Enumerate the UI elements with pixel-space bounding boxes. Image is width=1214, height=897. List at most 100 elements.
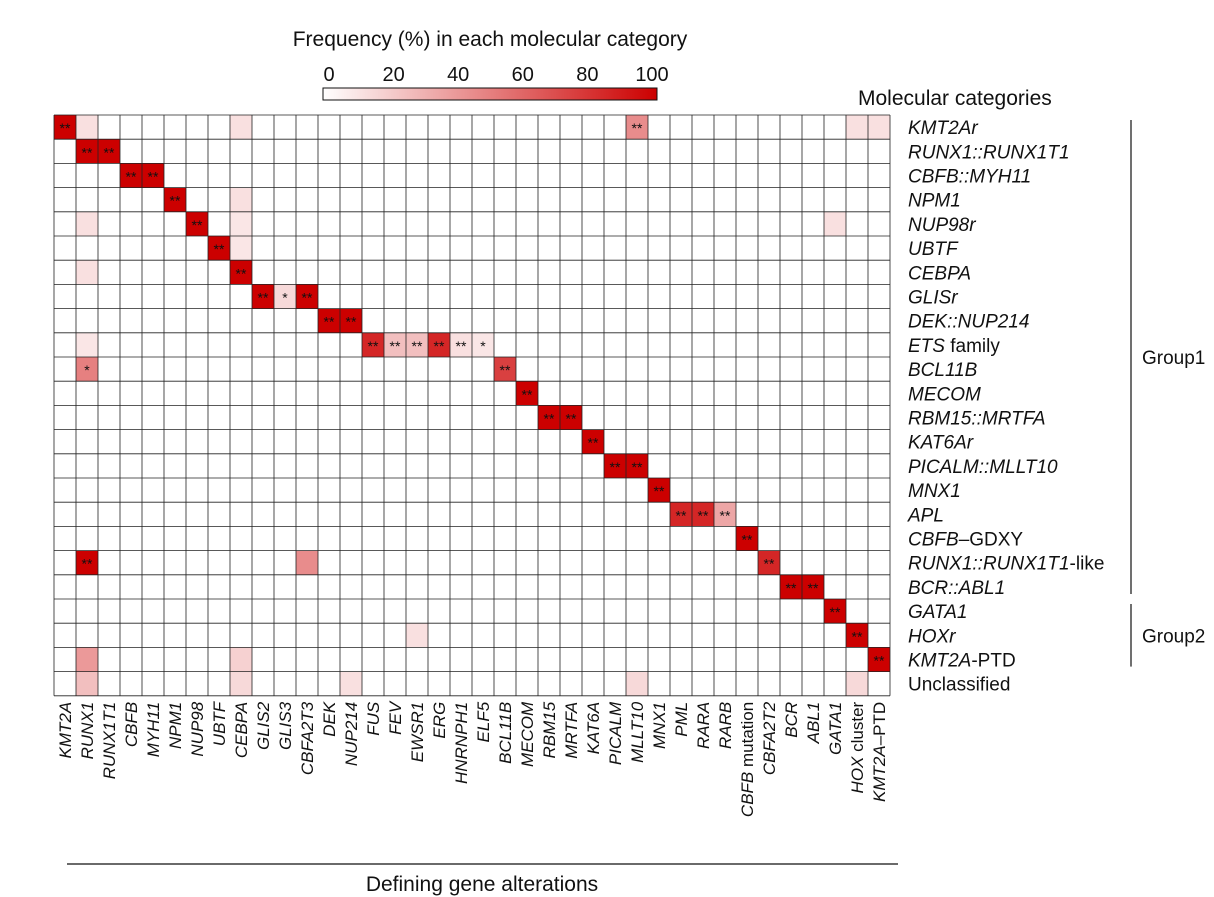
column-label: GLIS3: [276, 701, 295, 750]
label-segment: KMT2A: [908, 651, 971, 672]
x-axis-title: Defining gene alterations: [366, 873, 598, 896]
significance-marker: *: [84, 362, 90, 378]
heatmap-cell: [252, 284, 274, 309]
heatmap-cell: [296, 550, 318, 575]
column-label: CBFB mutation: [738, 702, 757, 817]
heatmap-cell: [406, 332, 428, 357]
significance-marker: **: [148, 169, 159, 185]
label-segment: -PTD: [971, 651, 1015, 672]
heatmap-cell: [802, 574, 824, 599]
heatmap-cell: [868, 647, 890, 672]
significance-marker: **: [830, 604, 841, 620]
significance-marker: **: [324, 314, 335, 330]
legend-tick-label: 40: [447, 64, 469, 86]
row-label: RUNX1::RUNX1T1: [908, 142, 1070, 163]
heatmap-cell: [428, 332, 450, 357]
heatmap-cell: [230, 647, 252, 672]
label-segment: MECOM: [908, 384, 981, 405]
label-segment: RUNX1::RUNX1T1: [908, 554, 1070, 575]
column-label: CEBPA: [232, 702, 251, 758]
heatmap-cell: [340, 671, 362, 696]
legend-tick-label: 100: [635, 64, 668, 86]
label-segment: DEK::NUP214: [908, 312, 1029, 333]
row-label: BCL11B: [908, 360, 978, 381]
heatmap-cell: [538, 405, 560, 430]
row-axis-header: Molecular categories: [858, 87, 1052, 110]
heatmap-cell: [98, 139, 120, 164]
row-label: Unclassified: [908, 675, 1010, 696]
column-label: KAT6A: [584, 702, 603, 755]
column-label: PICALM: [606, 701, 625, 765]
significance-marker: **: [610, 459, 621, 475]
heatmap-cell: [450, 332, 472, 357]
label-segment: family: [945, 336, 1000, 357]
significance-marker: **: [456, 338, 467, 354]
significance-marker: **: [654, 483, 665, 499]
column-label: RUNX1: [78, 702, 97, 760]
row-label: BCR::ABL1: [908, 578, 1005, 599]
row-label: MNX1: [908, 481, 961, 502]
row-label: GATA1: [908, 602, 967, 623]
label-segment: BCL11B: [908, 360, 978, 381]
row-label: UBTF: [908, 239, 959, 260]
row-label: NUP98r: [908, 215, 976, 236]
heatmap-cell: [582, 429, 604, 454]
heatmap-cell: [120, 163, 142, 188]
legend-tick-label: 20: [382, 64, 404, 86]
heatmap-cell: [274, 284, 296, 309]
column-label: CBFB: [122, 702, 141, 747]
label-segment: RUNX1::RUNX1T1: [908, 142, 1070, 163]
heatmap-cell: [626, 115, 648, 140]
heatmap-cell: [54, 115, 76, 140]
label-segment: APL: [907, 505, 944, 526]
heatmap-cell: [296, 284, 318, 309]
heatmap-cell: [384, 332, 406, 357]
label-segment: NUP98r: [908, 215, 976, 236]
column-label: MLLT10: [628, 701, 647, 763]
column-label: MNX1: [650, 702, 669, 749]
group-brackets: Group1 Group2: [1130, 120, 1205, 667]
label-segment: UBTF: [908, 239, 959, 260]
significance-marker: **: [500, 362, 511, 378]
heatmap-cell: [230, 211, 252, 236]
row-label: RBM15::MRTFA: [908, 409, 1046, 430]
column-label: FEV: [386, 700, 405, 735]
label-segment: MNX1: [908, 481, 961, 502]
significance-marker: **: [522, 386, 533, 402]
row-label: NPM1: [908, 191, 961, 212]
row-label: CBFB–GDXY: [908, 530, 1023, 551]
column-label: PML: [672, 702, 691, 737]
significance-marker: **: [786, 580, 797, 596]
row-label: CBFB::MYH11: [908, 167, 1031, 188]
label-segment: CBFB: [738, 772, 757, 817]
label-segment: –GDXY: [959, 530, 1024, 551]
significance-marker: **: [632, 120, 643, 136]
column-label: RUNX1T1: [100, 702, 119, 779]
legend-tick-label: 60: [512, 64, 534, 86]
significance-marker: **: [236, 265, 247, 281]
heatmap-cell: [230, 236, 252, 261]
column-label: DEK: [320, 701, 339, 737]
significance-marker: **: [214, 241, 225, 257]
heatmap-cell: [76, 671, 98, 696]
row-label: KMT2A-PTD: [908, 651, 1016, 672]
heatmap-cell: [604, 453, 626, 478]
row-labels: KMT2ArRUNX1::RUNX1T1CBFB::MYH11NPM1NUP98…: [907, 118, 1104, 696]
heatmap-cell: [736, 526, 758, 551]
heatmap-cell: [208, 236, 230, 261]
column-label: MYH11: [144, 702, 163, 757]
column-label: KMT2A–PTD: [870, 702, 889, 802]
significance-marker: **: [808, 580, 819, 596]
heatmap-cell: [318, 308, 340, 333]
label-segment: KAT6Ar: [908, 433, 974, 454]
significance-marker: **: [852, 628, 863, 644]
significance-marker: **: [764, 556, 775, 572]
group-label: Group1: [1142, 348, 1205, 369]
row-label: CEBPA: [908, 263, 971, 284]
legend-title: Frequency (%) in each molecular category: [293, 28, 688, 51]
column-label: KMT2A: [56, 702, 75, 759]
significance-marker: **: [82, 556, 93, 572]
heatmap-cell: [494, 357, 516, 382]
heatmap-cell: [76, 647, 98, 672]
heatmap-cell: [406, 623, 428, 648]
